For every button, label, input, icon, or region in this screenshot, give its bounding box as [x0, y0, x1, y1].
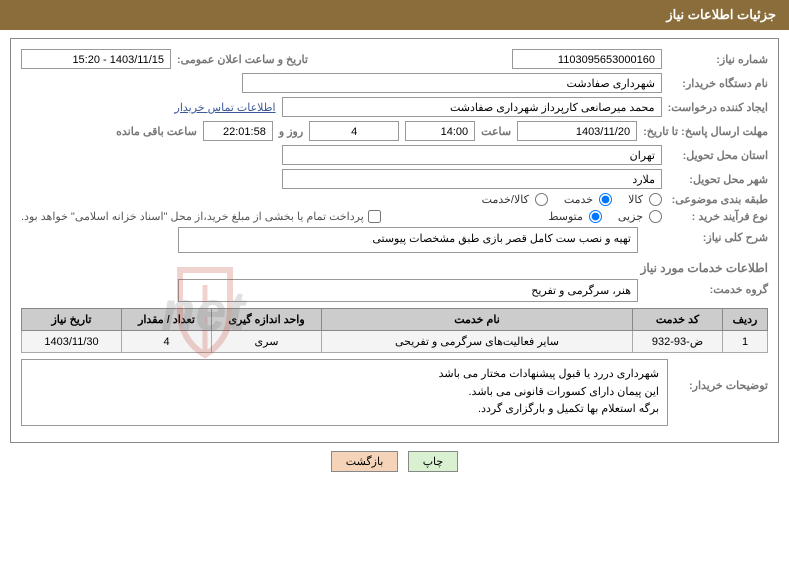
row-requester: ایجاد کننده درخواست: محمد میرصانعی کارپر…: [21, 97, 768, 117]
deadline-date-value: 1403/11/20: [517, 121, 637, 141]
td-idx: 1: [723, 331, 768, 353]
need-number-value: 1103095653000160: [512, 49, 662, 69]
buyer-remarks-box: شهرداری دررد یا قبول پیشنهادات مختار می …: [21, 359, 668, 426]
row-city: شهر محل تحویل: ملارد: [21, 169, 768, 189]
radio-goods-label: کالا: [628, 193, 643, 206]
row-category: طبقه بندی موضوعی: کالا خدمت کالا/خدمت: [21, 193, 768, 206]
announce-date-value: 1403/11/15 - 15:20: [21, 49, 171, 69]
remaining-label: ساعت باقی مانده: [116, 125, 197, 138]
buyer-remarks-line2: این پیمان دارای کسورات قانونی می باشد.: [30, 384, 659, 402]
row-buyer-remarks: توضیحات خریدار: شهرداری دررد یا قبول پیش…: [21, 359, 768, 426]
th-row: ردیف: [723, 309, 768, 331]
province-value: تهران: [282, 145, 662, 165]
row-buyer-org: نام دستگاه خریدار: شهرداری صفادشت: [21, 73, 768, 93]
th-code: کد خدمت: [633, 309, 723, 331]
process-radio-group: جزیی متوسط: [536, 210, 662, 223]
radio-medium[interactable]: [589, 210, 602, 223]
row-need-number: شماره نیاز: 1103095653000160 تاریخ و ساع…: [21, 49, 768, 69]
th-qty: تعداد / مقدار: [122, 309, 212, 331]
th-date: تاریخ نیاز: [22, 309, 122, 331]
radio-partial-label: جزیی: [618, 210, 643, 223]
services-table: ردیف کد خدمت نام خدمت واحد اندازه گیری ت…: [21, 308, 768, 353]
requester-label: ایجاد کننده درخواست:: [668, 101, 768, 114]
need-desc-box: تهیه و نصب ست کامل قصر بازی طبق مشخصات پ…: [178, 227, 638, 253]
row-process: نوع فرآیند خرید : جزیی متوسط پرداخت تمام…: [21, 210, 768, 223]
td-code: ض-93-932: [633, 331, 723, 353]
buyer-remarks-line3: برگه استعلام بها تکمیل و بارگزاری گردد.: [30, 401, 659, 419]
contact-link[interactable]: اطلاعات تماس خریدار: [175, 101, 276, 114]
treasury-note-text: پرداخت تمام یا بخشی از مبلغ خرید،از محل …: [21, 210, 364, 223]
deadline-time-value: 14:00: [405, 121, 475, 141]
radio-goods[interactable]: [649, 193, 662, 206]
treasury-note-block: پرداخت تمام یا بخشی از مبلغ خرید،از محل …: [21, 210, 381, 223]
days-and-label: روز و: [279, 125, 303, 138]
process-label: نوع فرآیند خرید :: [668, 210, 768, 223]
table-header-row: ردیف کد خدمت نام خدمت واحد اندازه گیری ت…: [22, 309, 768, 331]
th-name: نام خدمت: [322, 309, 633, 331]
city-label: شهر محل تحویل:: [668, 173, 768, 186]
category-label: طبقه بندی موضوعی:: [668, 193, 768, 206]
td-unit: سری: [212, 331, 322, 353]
main-panel: شماره نیاز: 1103095653000160 تاریخ و ساع…: [10, 38, 779, 443]
days-remaining-value: 4: [309, 121, 399, 141]
countdown-value: 22:01:58: [203, 121, 273, 141]
header-title: جزئیات اطلاعات نیاز: [666, 7, 776, 22]
need-desc-label: شرح کلی نیاز:: [648, 227, 768, 244]
radio-goods-service-label: کالا/خدمت: [482, 193, 529, 206]
buyer-org-label: نام دستگاه خریدار:: [668, 77, 768, 90]
buyer-org-value: شهرداری صفادشت: [242, 73, 662, 93]
button-row: چاپ بازگشت: [0, 451, 789, 472]
row-need-desc: شرح کلی نیاز: تهیه و نصب ست کامل قصر باز…: [21, 227, 768, 253]
deadline-label: مهلت ارسال پاسخ: تا تاریخ:: [643, 125, 768, 138]
radio-service-label: خدمت: [564, 193, 593, 206]
treasury-checkbox[interactable]: [368, 210, 381, 223]
requester-value: محمد میرصانعی کارپرداز شهرداری صفادشت: [282, 97, 662, 117]
radio-partial[interactable]: [649, 210, 662, 223]
province-label: استان محل تحویل:: [668, 149, 768, 162]
td-qty: 4: [122, 331, 212, 353]
th-unit: واحد اندازه گیری: [212, 309, 322, 331]
time-label: ساعت: [481, 125, 511, 138]
table-row: 1 ض-93-932 سایر فعالیت‌های سرگرمی و تفری…: [22, 331, 768, 353]
buyer-remarks-line1: شهرداری دررد یا قبول پیشنهادات مختار می …: [30, 366, 659, 384]
row-service-group: گروه خدمت: هنر، سرگرمی و تفریح: [21, 279, 768, 302]
buyer-remarks-label: توضیحات خریدار:: [668, 359, 768, 392]
td-name: سایر فعالیت‌های سرگرمی و تفریحی: [322, 331, 633, 353]
need-number-label: شماره نیاز:: [668, 53, 768, 66]
radio-goods-service[interactable]: [535, 193, 548, 206]
service-group-label: گروه خدمت:: [648, 279, 768, 296]
radio-service[interactable]: [599, 193, 612, 206]
header-bar: جزئیات اطلاعات نیاز: [0, 0, 789, 30]
service-info-title: اطلاعات خدمات مورد نیاز: [21, 261, 768, 275]
announce-date-label: تاریخ و ساعت اعلان عمومی:: [177, 53, 308, 66]
radio-medium-label: متوسط: [548, 210, 583, 223]
service-group-box: هنر، سرگرمی و تفریح: [178, 279, 638, 302]
city-value: ملارد: [282, 169, 662, 189]
category-radio-group: کالا خدمت کالا/خدمت: [470, 193, 662, 206]
row-deadline: مهلت ارسال پاسخ: تا تاریخ: 1403/11/20 سا…: [21, 121, 768, 141]
print-button[interactable]: چاپ: [408, 451, 459, 472]
td-date: 1403/11/30: [22, 331, 122, 353]
back-button[interactable]: بازگشت: [331, 451, 399, 472]
row-province: استان محل تحویل: تهران: [21, 145, 768, 165]
